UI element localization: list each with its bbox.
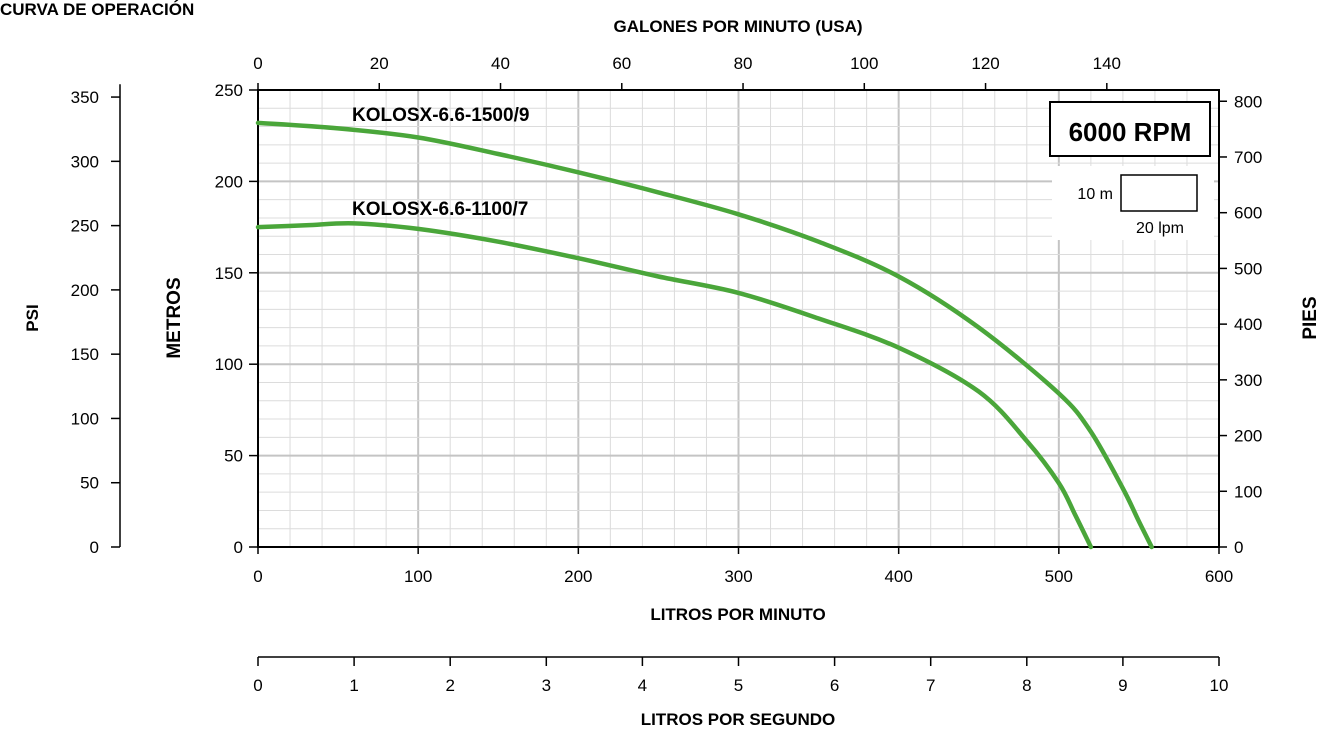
top-axis-tick-label: 100 [850, 54, 878, 73]
feet-axis-title: PIES [1300, 296, 1321, 339]
lps-axis-tick-label: 5 [734, 676, 743, 695]
series-label-2: KOLOSX-6.6-1100/7 [352, 199, 528, 220]
psi-axis-tick-label: 150 [71, 345, 99, 364]
left-axis-tick-label: 100 [215, 355, 243, 374]
rpm-label: 6000 RPM [1069, 117, 1192, 147]
top-axis-tick-label: 80 [734, 54, 753, 73]
lps-axis-title: LITROS POR SEGUNDO [641, 710, 836, 729]
psi-axis-tick-label: 50 [80, 474, 99, 493]
lps-axis-tick-label: 1 [349, 676, 358, 695]
left-axis-tick-label: 0 [234, 538, 243, 557]
bottom-axis-tick-label: 100 [404, 567, 432, 586]
right-axis-tick-label: 100 [1234, 482, 1262, 501]
bottom-axis-tick-label: 200 [564, 567, 592, 586]
top-axis-tick-label: 40 [491, 54, 510, 73]
top-axis-tick-label: 20 [370, 54, 389, 73]
series: KOLOSX-6.6-1500/9 KOLOSX-6.6-1100/7 [255, 105, 1154, 550]
lps-axis-tick-label: 0 [253, 676, 262, 695]
series-line-1 [255, 120, 1154, 550]
lps-axis-tick-label: 10 [1210, 676, 1229, 695]
psi-axis-tick-label: 0 [90, 538, 99, 557]
right-axis-tick-label: 500 [1234, 259, 1262, 278]
grid-width-label: 20 lpm [1136, 220, 1184, 237]
bottom-axis-tick-label: 600 [1205, 567, 1233, 586]
psi-axis-tick-label: 100 [71, 409, 99, 428]
top-axis-tick-label: 0 [253, 54, 262, 73]
psi-axis-tick-label: 350 [71, 88, 99, 107]
psi-axis-tick-label: 250 [71, 217, 99, 236]
right-axis-tick-label: 200 [1234, 427, 1262, 446]
lps-axis-tick-label: 9 [1118, 676, 1127, 695]
lps-axis-tick-label: 7 [926, 676, 935, 695]
lps-axis-tick-label: 6 [830, 676, 839, 695]
psi-axis-tick-label: 200 [71, 281, 99, 300]
grid-scale-legend: 10 m 20 lpm [1052, 166, 1214, 240]
bottom-axis-tick-label: 500 [1045, 567, 1073, 586]
grid [258, 90, 1219, 547]
top-axis-title: GALONES POR MINUTO (USA) [613, 17, 862, 36]
chart-title: CURVA DE OPERACIÓN [0, 0, 194, 19]
lps-axis-tick-label: 3 [542, 676, 551, 695]
left-axis-tick-label: 150 [215, 264, 243, 283]
psi-axis-title: PSI [23, 304, 42, 331]
left-axis-tick-label: 50 [224, 447, 243, 466]
bottom-axis-title: LITROS POR MINUTO [650, 605, 825, 624]
bottom-axis-tick-label: 0 [253, 567, 262, 586]
meters-axis-title: METROS [164, 277, 185, 358]
series-label-1: KOLOSX-6.6-1500/9 [352, 105, 529, 126]
left-axis-tick-label: 250 [215, 81, 243, 100]
top-axis-tick-label: 140 [1093, 54, 1121, 73]
rpm-box: 6000 RPM [1049, 101, 1211, 157]
right-axis-tick-label: 800 [1234, 92, 1262, 111]
bottom-axis-tick-label: 400 [884, 567, 912, 586]
axes: 0 100 200 300 400 500 6000 20 40 60 80 100 120 140050… [71, 54, 1263, 695]
lps-axis-tick-label: 2 [445, 676, 454, 695]
right-axis-tick-label: 700 [1234, 148, 1262, 167]
top-axis-tick-label: 120 [971, 54, 999, 73]
series-line-2 [255, 221, 1094, 550]
psi-axis-tick-label: 300 [71, 152, 99, 171]
bottom-axis-tick-label: 300 [724, 567, 752, 586]
grid-cell-sample [1120, 174, 1198, 212]
right-axis-tick-label: 300 [1234, 371, 1262, 390]
top-axis-tick-label: 60 [612, 54, 631, 73]
right-axis-tick-label: 600 [1234, 204, 1262, 223]
lps-axis-tick-label: 4 [638, 676, 647, 695]
right-axis-tick-label: 0 [1234, 538, 1243, 557]
grid-height-label: 10 m [1077, 186, 1113, 203]
left-axis-tick-label: 200 [215, 172, 243, 191]
lps-axis-tick-label: 8 [1022, 676, 1031, 695]
right-axis-tick-label: 400 [1234, 315, 1262, 334]
